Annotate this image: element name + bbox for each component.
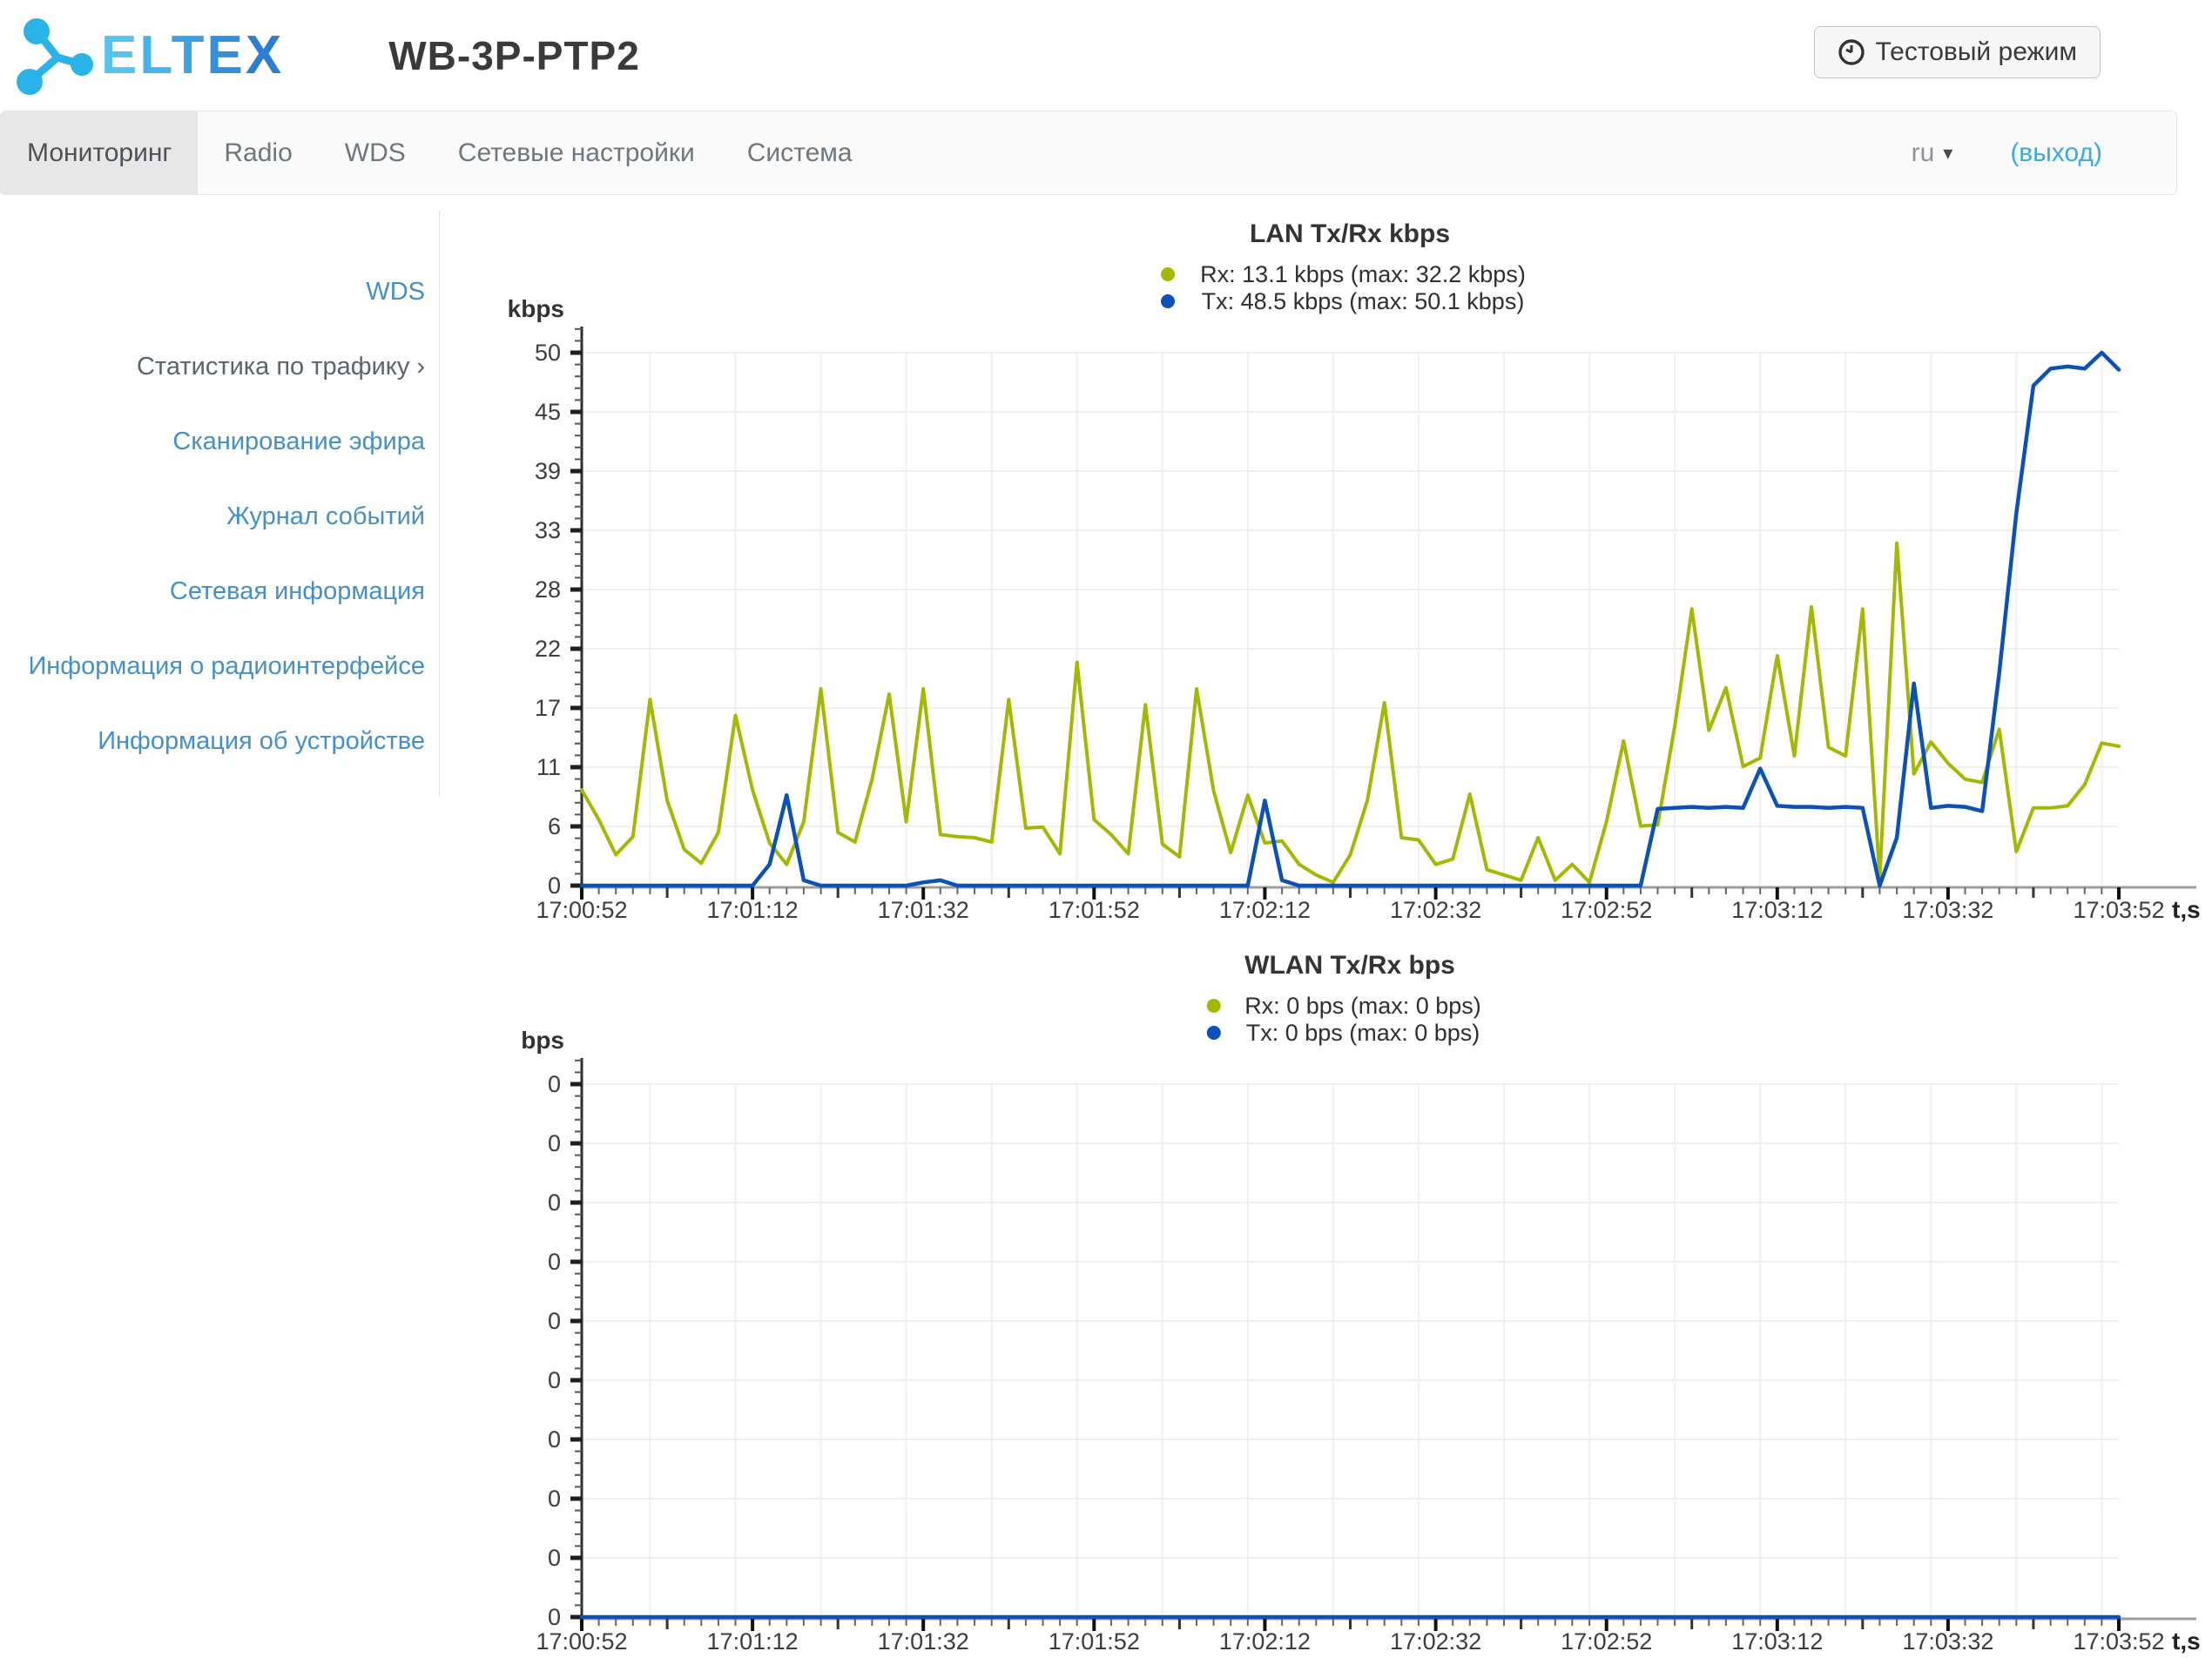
eltex-logo: ELTEX — [12, 14, 284, 98]
chevron-down-icon: ▾ — [1943, 141, 1953, 164]
header: ELTEX WB-3P-PTP2 Тестовый режим — [0, 0, 2212, 111]
y-tick-label: 0 — [548, 1604, 561, 1630]
y-tick-label: 0 — [548, 1190, 561, 1216]
x-tick-label: 17:02:32 — [1390, 1628, 1481, 1655]
x-tick-label: 17:02:52 — [1561, 897, 1652, 923]
content: WDS Статистика по трафику › Сканирование эф… — [0, 195, 2212, 1658]
x-tick-label: 17:01:52 — [1049, 1628, 1140, 1655]
series-line-rx — [580, 541, 2121, 885]
chart-lan: LAN Tx/Rx kbps Rx: 13.1 kbps (max: 32.2 k… — [488, 211, 2212, 927]
tab-radio[interactable]: Radio — [224, 138, 293, 167]
sidebar-item-radio-info[interactable]: Информация о радиоинтерфейсе — [28, 652, 425, 680]
x-tick-label: 17:00:52 — [536, 1628, 627, 1655]
x-tick-label: 17:02:32 — [1390, 897, 1481, 923]
legend-dot-tx — [1161, 294, 1175, 308]
x-tick-label: 17:01:32 — [878, 1628, 969, 1655]
legend-label-tx: Tx: 0 bps (max: 0 bps) — [1246, 1020, 1480, 1046]
tab-wds[interactable]: WDS — [344, 138, 406, 167]
sidebar-item-device-info[interactable]: Информация об устройстве — [98, 727, 425, 755]
y-tick-label: 39 — [535, 458, 561, 484]
legend-label-tx: Tx: 48.5 kbps (max: 50.1 kbps) — [1202, 288, 1525, 314]
y-tick-label: 6 — [548, 813, 561, 839]
y-tick-label: 0 — [548, 1426, 561, 1452]
x-tick-label: 17:03:12 — [1731, 1628, 1823, 1655]
chevron-right-icon: › — [416, 353, 425, 381]
y-tick-label: 0 — [548, 1367, 561, 1393]
language-label: ru — [1911, 138, 1935, 167]
y-tick-label: 0 — [548, 1249, 561, 1275]
y-tick-label: 11 — [536, 754, 561, 780]
nav-right: ru ▾ (выход) — [1912, 111, 2102, 194]
language-selector[interactable]: ru ▾ — [1912, 138, 1953, 168]
x-tick-label: 17:03:12 — [1731, 897, 1823, 923]
sidebar: WDS Статистика по трафику › Сканирование эф… — [0, 211, 440, 796]
y-tick-label: 17 — [535, 695, 561, 721]
y-tick-label: 45 — [535, 399, 561, 425]
legend-label-rx: Rx: 13.1 kbps (max: 32.2 kbps) — [1200, 261, 1526, 287]
y-axis-unit: kbps — [508, 295, 564, 322]
y-tick-label: 0 — [548, 873, 561, 899]
y-tick-label: 0 — [548, 1545, 561, 1571]
chart-wlan: WLAN Tx/Rx bps Rx: 0 bps (max: 0 bps) Tx: … — [488, 942, 2212, 1658]
x-tick-label: 17:03:32 — [1902, 1628, 1993, 1655]
navbar: Мониторинг Radio WDS Сетевые настройки Систе… — [0, 111, 2177, 195]
x-tick-label: 17:01:32 — [878, 897, 969, 923]
y-tick-label: 33 — [535, 517, 561, 543]
legend-dot-rx — [1161, 267, 1175, 281]
x-axis-unit: t,s — [2172, 896, 2201, 923]
x-tick-label: 17:02:52 — [1561, 1628, 1652, 1655]
x-tick-label: 17:03:52 — [2073, 1628, 2164, 1655]
x-tick-label: 17:03:32 — [1902, 897, 1993, 923]
y-tick-label: 28 — [535, 576, 561, 603]
lan-chart-svg: LAN Tx/Rx kbps Rx: 13.1 kbps (max: 32.2 k… — [508, 219, 2201, 923]
wlan-chart-svg: WLAN Tx/Rx bps Rx: 0 bps (max: 0 bps)Tx: … — [521, 951, 2201, 1655]
x-axis-unit: t,s — [2172, 1628, 2201, 1655]
legend-dot-rx — [1206, 999, 1221, 1013]
page-title: WB-3P-PTP2 — [388, 32, 640, 78]
y-tick-label: 0 — [548, 1071, 561, 1097]
x-tick-label: 17:01:52 — [1049, 897, 1140, 923]
sidebar-item-event-log[interactable]: Журнал событий — [226, 502, 425, 530]
y-tick-label: 50 — [535, 340, 561, 366]
x-tick-label: 17:02:12 — [1219, 1628, 1311, 1655]
x-tick-label: 17:03:52 — [2073, 897, 2164, 923]
sidebar-list: WDS Статистика по трафику › Сканирование эф… — [0, 273, 425, 759]
tab-network-settings[interactable]: Сетевые настройки — [457, 138, 695, 167]
chart-title: LAN Tx/Rx kbps — [1250, 219, 1450, 248]
chart-title: WLAN Tx/Rx bps — [1244, 951, 1455, 980]
series-line-tx — [579, 350, 2121, 888]
x-tick-label: 17:02:12 — [1219, 897, 1311, 923]
sidebar-item-traffic-stats[interactable]: Статистика по трафику › — [136, 353, 425, 381]
charts-area: LAN Tx/Rx kbps Rx: 13.1 kbps (max: 32.2 k… — [440, 195, 2212, 1658]
x-tick-label: 17:00:52 — [536, 897, 627, 923]
logo-text: ELTEX — [101, 25, 285, 85]
sidebar-item-network-info[interactable]: Сетевая информация — [169, 577, 425, 605]
legend-label-rx: Rx: 0 bps (max: 0 bps) — [1244, 993, 1481, 1019]
tab-system[interactable]: Система — [746, 138, 853, 167]
clock-icon — [1838, 38, 1865, 66]
y-tick-label: 0 — [548, 1130, 561, 1156]
tab-monitoring[interactable]: Мониторинг — [1, 111, 199, 194]
molecule-icon — [12, 14, 96, 98]
test-mode-button[interactable]: Тестовый режим — [1813, 26, 2101, 78]
x-tick-label: 17:01:12 — [707, 1628, 799, 1655]
x-tick-label: 17:01:12 — [707, 897, 799, 923]
sidebar-item-air-scan[interactable]: Сканирование эфира — [172, 428, 425, 455]
y-tick-label: 0 — [548, 1308, 561, 1334]
y-axis-unit: bps — [521, 1027, 564, 1054]
y-tick-label: 0 — [548, 1486, 561, 1512]
legend-dot-tx — [1206, 1026, 1221, 1040]
test-mode-label: Тестовый режим — [1875, 37, 2078, 66]
sidebar-item-wds[interactable]: WDS — [366, 278, 425, 306]
logout-link[interactable]: (выход) — [2010, 138, 2102, 167]
y-tick-label: 22 — [535, 636, 561, 662]
nav-tabs: Мониторинг Radio WDS Сетевые настройки Систе… — [1, 111, 879, 194]
